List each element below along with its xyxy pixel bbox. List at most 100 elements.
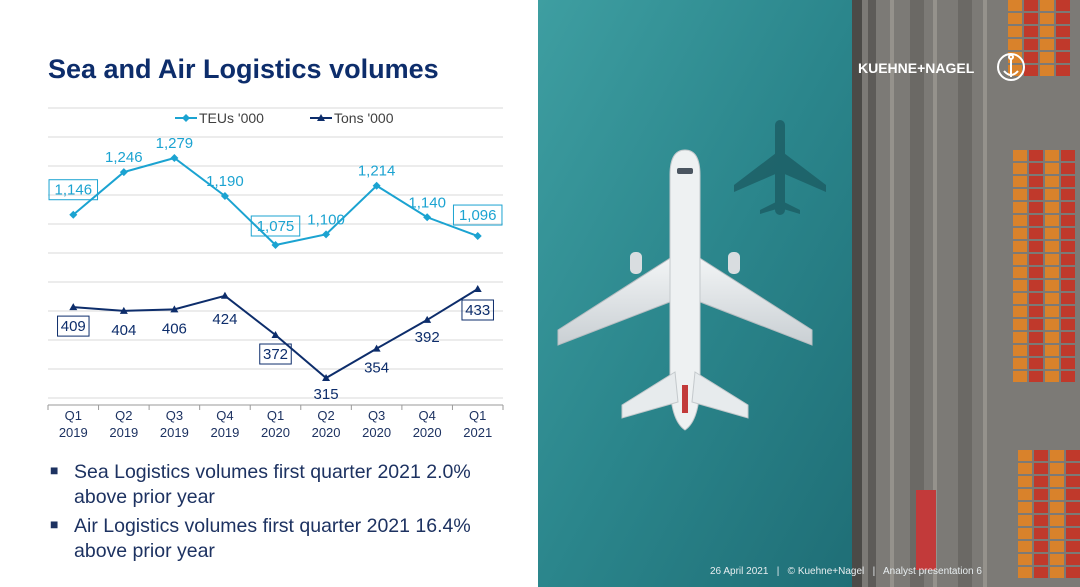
x-tick-label-year: 2019	[210, 425, 239, 440]
airplane-icon	[557, 149, 813, 431]
container	[1034, 450, 1048, 461]
airplane-port-photo: KUEHNE+NAGEL	[538, 0, 1080, 587]
container	[1013, 150, 1027, 161]
quay-lane	[933, 0, 937, 587]
chart-x-axis: Q1 2019 Q2 2019 Q3 2019 Q4 2019 Q1 2020 Q2 2020 Q3 20…	[47, 404, 504, 440]
container	[1029, 306, 1043, 317]
container	[1018, 463, 1032, 474]
container	[1040, 13, 1054, 24]
x-tick-label-year: 2020	[312, 425, 341, 440]
container	[1045, 345, 1059, 356]
data-label: 372	[263, 346, 288, 363]
data-point-triangle	[170, 305, 179, 313]
container	[1056, 65, 1070, 76]
container	[1045, 254, 1059, 265]
data-point-triangle	[322, 374, 331, 381]
container	[1045, 150, 1059, 161]
container	[1045, 189, 1059, 200]
container	[1056, 52, 1070, 63]
container	[1034, 502, 1048, 513]
container	[1013, 280, 1027, 291]
container	[1013, 371, 1027, 382]
volumes-line-chart: TEUs '000 Tons '000 1,1461,2461,2791,1901…	[47, 107, 504, 440]
container	[1029, 163, 1043, 174]
data-label: 315	[314, 386, 339, 403]
chart-legend: TEUs '000 Tons '000	[175, 110, 394, 126]
container	[1045, 176, 1059, 187]
chart-data-labels: 1,146 1,246 1,279 1,190 1,075 1,100 1,214 1,140…	[48, 135, 503, 403]
container	[1013, 202, 1027, 213]
legend-label: TEUs '000	[199, 110, 264, 126]
data-label: 409	[61, 318, 86, 335]
data-label: 433	[465, 302, 490, 319]
container	[1045, 319, 1059, 330]
data-label-box	[250, 215, 301, 237]
container	[1066, 476, 1080, 487]
container	[1008, 26, 1022, 37]
data-point-triangle	[220, 291, 229, 299]
container	[1024, 26, 1038, 37]
data-point-diamond	[372, 181, 381, 190]
data-label-box	[48, 179, 99, 201]
container	[1061, 280, 1075, 291]
container	[1061, 150, 1075, 161]
container	[1066, 450, 1080, 461]
data-label: 1,100	[307, 211, 345, 228]
container	[1045, 358, 1059, 369]
container	[1013, 254, 1027, 265]
data-point-triangle	[119, 306, 128, 314]
container	[1034, 554, 1048, 565]
container	[1029, 332, 1043, 343]
container	[1040, 65, 1054, 76]
container	[1045, 228, 1059, 239]
bullet-air-logistics: ■ Air Logistics volumes first quarter 202…	[48, 514, 518, 564]
data-label-box	[57, 315, 90, 337]
container	[1050, 476, 1064, 487]
footer-date: 26 April 2021	[710, 566, 769, 577]
quay-lane	[958, 0, 972, 587]
x-tick-label-quarter: Q3	[368, 408, 385, 423]
container	[1045, 215, 1059, 226]
container	[1066, 515, 1080, 526]
footer-doc: Analyst presentation	[883, 566, 974, 577]
container	[1066, 567, 1080, 578]
container	[1029, 202, 1043, 213]
data-point-triangle	[271, 331, 280, 339]
bullet-list: ■ Sea Logistics volumes first quarter 202…	[48, 460, 518, 568]
container	[1050, 554, 1064, 565]
container	[1061, 228, 1075, 239]
container	[1061, 176, 1075, 187]
container	[1029, 189, 1043, 200]
data-point-diamond	[423, 213, 432, 222]
container	[1013, 332, 1027, 343]
container	[1008, 39, 1022, 50]
legend-marker-diamond	[182, 114, 190, 122]
x-tick-label-year: 2020	[362, 425, 391, 440]
container-stacks	[916, 0, 1080, 578]
container	[1040, 39, 1054, 50]
data-label-box	[452, 204, 503, 226]
slide-title: Sea and Air Logistics volumes	[48, 54, 439, 84]
data-point-triangle	[423, 315, 432, 323]
container	[1061, 202, 1075, 213]
container	[1013, 189, 1027, 200]
container	[1040, 52, 1054, 63]
container	[1056, 13, 1070, 24]
data-point-diamond	[69, 210, 78, 219]
x-tick-label-quarter: Q1	[267, 408, 284, 423]
quay-tracks	[890, 0, 987, 587]
data-point-triangle	[69, 303, 78, 311]
data-label: 406	[162, 320, 187, 337]
container	[1061, 332, 1075, 343]
legend-marker-triangle	[317, 114, 325, 121]
container	[1061, 293, 1075, 304]
container	[1040, 26, 1054, 37]
data-point-diamond	[119, 168, 128, 177]
data-label: 1,246	[105, 149, 143, 166]
container	[1029, 371, 1043, 382]
container	[1040, 0, 1054, 11]
container	[1050, 502, 1064, 513]
data-label-box	[259, 343, 292, 365]
footer-separator: |	[867, 566, 881, 577]
container	[1061, 306, 1075, 317]
